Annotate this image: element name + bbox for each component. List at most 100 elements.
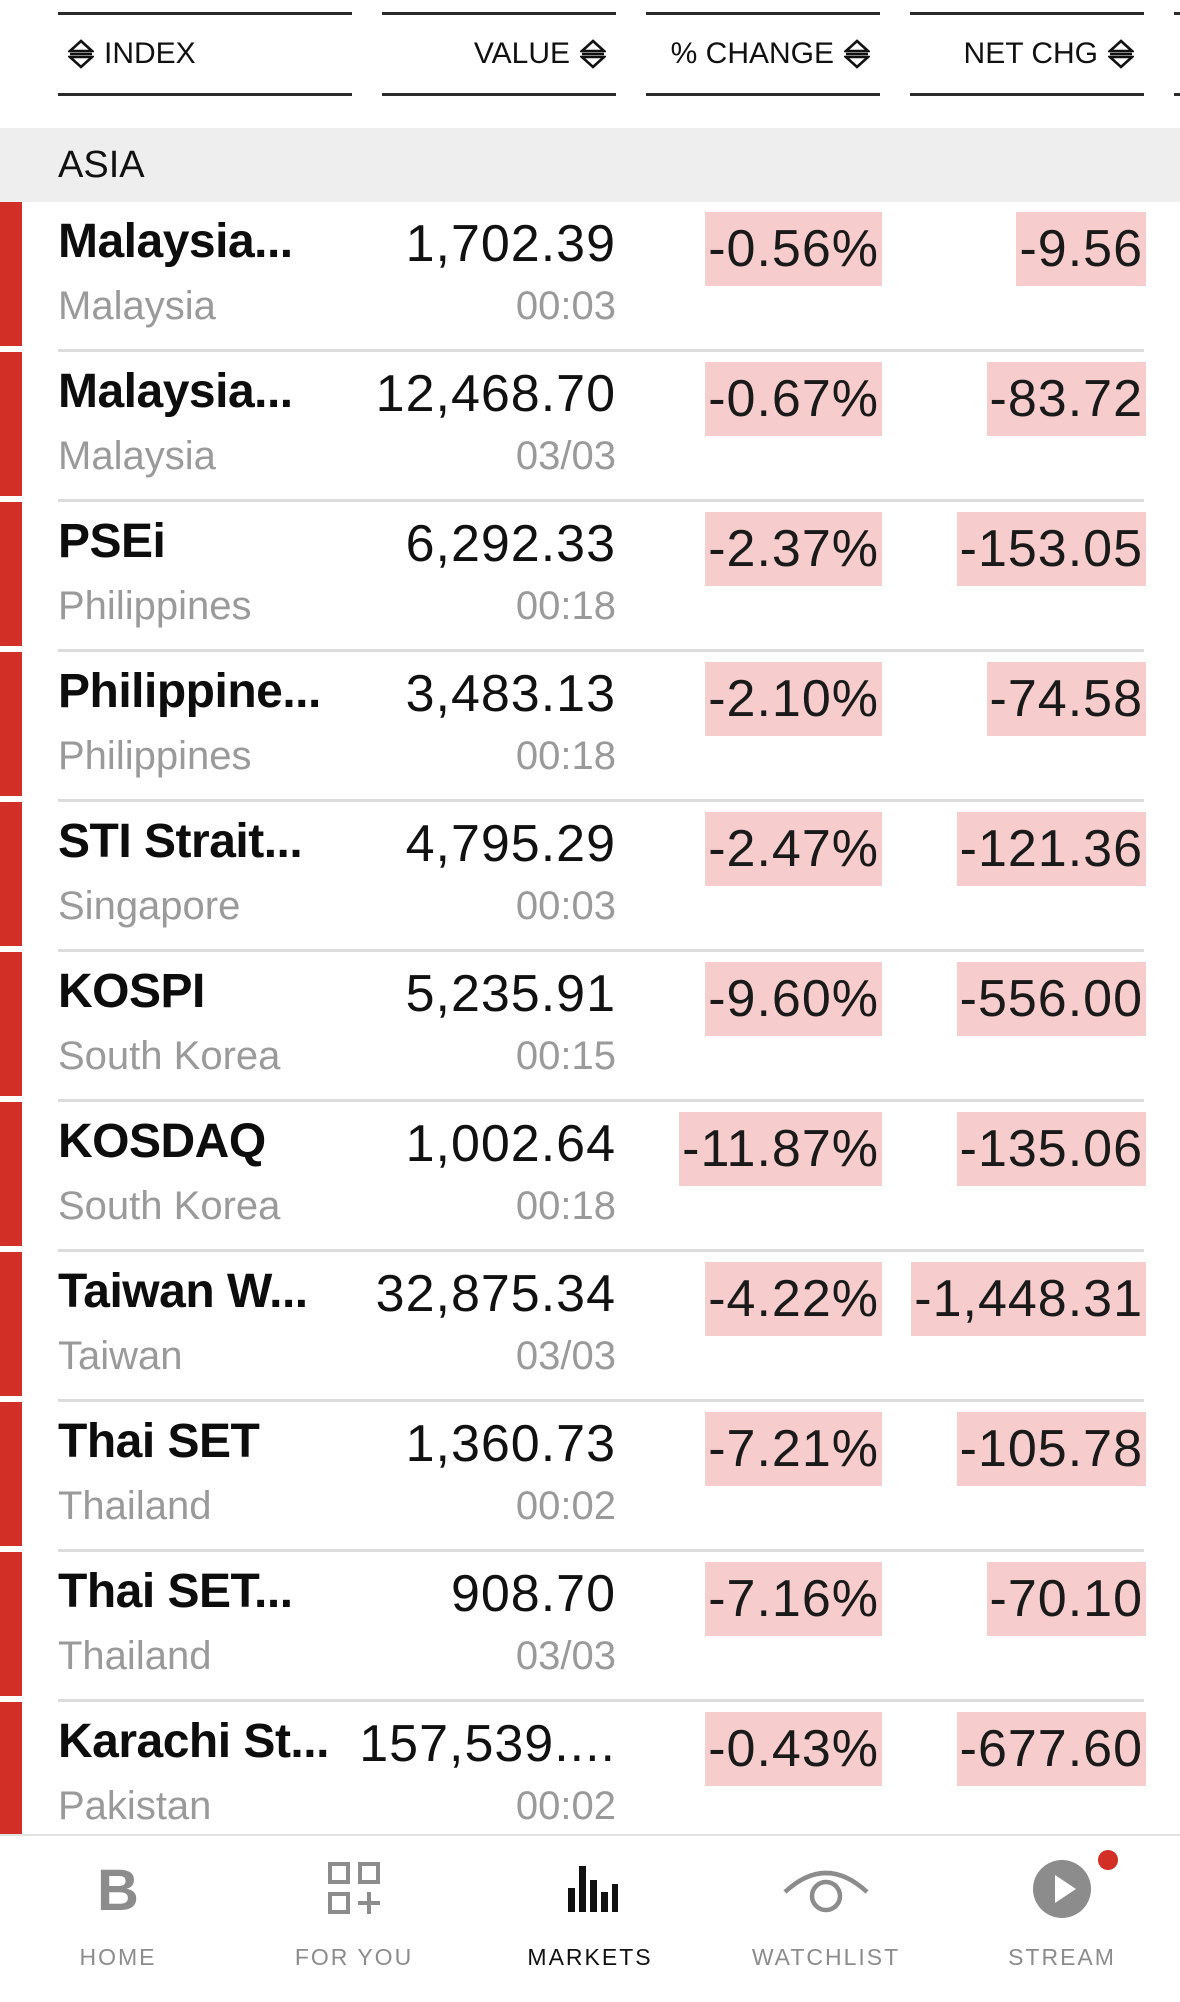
row-divider	[58, 349, 1144, 352]
index-time: 00:03	[515, 884, 616, 928]
pct-change-badge: -0.67%	[705, 362, 882, 436]
index-time: 00:18	[515, 584, 616, 628]
row-divider	[58, 1099, 1144, 1102]
index-value: 32,875.34	[375, 1265, 616, 1323]
row-divider	[58, 499, 1144, 502]
pct-change-badge: -9.60%	[705, 962, 882, 1036]
index-value: 6,292.33	[405, 515, 616, 573]
index-time: 03/03	[515, 1634, 616, 1678]
net-change-badge: -677.60	[956, 1712, 1146, 1786]
tab-home-label: HOME	[79, 1944, 157, 1970]
tab-watchlist-label: WATCHLIST	[751, 1944, 901, 1970]
net-change-badge: -556.00	[956, 962, 1146, 1036]
sort-value-header[interactable]: VALUE	[382, 12, 616, 96]
tab-for-you[interactable]: FOR YOU	[236, 1836, 472, 2002]
tab-markets-label: MARKETS	[527, 1944, 653, 1970]
index-country: Malaysia	[58, 434, 216, 478]
index-country: Thailand	[58, 1484, 212, 1528]
pct-change-badge: -2.10%	[705, 662, 882, 736]
down-indicator-bar	[0, 1252, 22, 1396]
down-indicator-bar	[0, 1402, 22, 1546]
index-header-label: INDEX	[104, 37, 196, 70]
index-country: South Korea	[58, 1034, 281, 1078]
index-value: 5,235.91	[405, 965, 616, 1023]
svg-text:B: B	[97, 1858, 139, 1918]
index-time: 00:02	[515, 1784, 616, 1828]
index-row[interactable]: STI Strait... Singapore 4,795.29 00:03 -…	[0, 802, 1180, 952]
row-divider	[58, 1249, 1144, 1252]
index-row[interactable]: Karachi St... Pakistan 157,539.... 00:02…	[0, 1702, 1180, 1852]
index-time: 00:02	[515, 1484, 616, 1528]
eye-icon	[781, 1858, 871, 1923]
pct-change-badge: -2.47%	[705, 812, 882, 886]
index-row[interactable]: Thai SET... Thailand 908.70 03/03 -7.16%…	[0, 1552, 1180, 1702]
net-change-badge: -135.06	[956, 1112, 1146, 1186]
index-name: Malaysia...	[58, 215, 293, 268]
tab-stream[interactable]: STREAM	[944, 1836, 1180, 2002]
tab-stream-label: STREAM	[1008, 1944, 1116, 1970]
index-name: KOSPI	[58, 965, 205, 1018]
index-value: 4,795.29	[405, 815, 616, 873]
section-header-asia: ASIA	[0, 128, 1180, 202]
index-name: Thai SET...	[58, 1565, 293, 1618]
index-row[interactable]: Malaysia... Malaysia 12,468.70 03/03 -0.…	[0, 352, 1180, 502]
index-row[interactable]: Thai SET Thailand 1,360.73 00:02 -7.21% …	[0, 1402, 1180, 1552]
index-row[interactable]: Philippine... Philippines 3,483.13 00:18…	[0, 652, 1180, 802]
down-indicator-bar	[0, 502, 22, 646]
down-indicator-bar	[0, 352, 22, 496]
sort-net-chg-header[interactable]: NET CHG	[910, 12, 1144, 96]
sort-arrows-icon	[1108, 39, 1134, 69]
notification-dot	[1098, 1850, 1118, 1870]
next-column-header-edge[interactable]	[1174, 12, 1180, 96]
index-country: Taiwan	[58, 1334, 183, 1378]
index-country: Pakistan	[58, 1784, 212, 1828]
index-name: STI Strait...	[58, 815, 303, 868]
section-title: ASIA	[58, 143, 145, 186]
index-value: 1,002.64	[405, 1115, 616, 1173]
tab-for-you-label: FOR YOU	[294, 1944, 414, 1970]
net-change-badge: -70.10	[986, 1562, 1146, 1636]
tab-watchlist[interactable]: WATCHLIST	[708, 1836, 944, 2002]
pct-change-badge: -4.22%	[705, 1262, 882, 1336]
index-time: 00:15	[515, 1034, 616, 1078]
net-change-badge: -74.58	[986, 662, 1146, 736]
net-change-badge: -105.78	[956, 1412, 1146, 1486]
row-divider	[58, 649, 1144, 652]
index-row[interactable]: KOSPI South Korea 5,235.91 00:15 -9.60% …	[0, 952, 1180, 1102]
index-row[interactable]: PSEi Philippines 6,292.33 00:18 -2.37% -…	[0, 502, 1180, 652]
index-row[interactable]: Malaysia... Malaysia 1,702.39 00:03 -0.5…	[0, 202, 1180, 352]
index-time: 03/03	[515, 1334, 616, 1378]
index-value: 908.70	[450, 1565, 616, 1623]
sort-index-header[interactable]: INDEX	[58, 12, 352, 96]
index-time: 00:03	[515, 284, 616, 328]
index-time: 00:18	[515, 1184, 616, 1228]
sort-arrows-icon	[68, 39, 94, 69]
row-divider	[58, 1549, 1144, 1552]
index-row[interactable]: Taiwan W... Taiwan 32,875.34 03/03 -4.22…	[0, 1252, 1180, 1402]
index-country: Philippines	[58, 584, 252, 628]
bar-chart-icon	[560, 1858, 620, 1923]
net-change-badge: -1,448.31	[911, 1262, 1146, 1336]
pct-change-badge: -0.56%	[705, 212, 882, 286]
down-indicator-bar	[0, 1702, 22, 1846]
index-name: PSEi	[58, 515, 166, 568]
sort-pct-change-header[interactable]: % CHANGE	[646, 12, 880, 96]
column-header-row: INDEX VALUE % CHANGE NET CHG	[0, 0, 1180, 128]
index-row[interactable]: KOSDAQ South Korea 1,002.64 00:18 -11.87…	[0, 1102, 1180, 1252]
index-country: South Korea	[58, 1184, 281, 1228]
index-country: Philippines	[58, 734, 252, 778]
index-country: Thailand	[58, 1634, 212, 1678]
down-indicator-bar	[0, 1552, 22, 1696]
down-indicator-bar	[0, 202, 22, 346]
sort-arrows-icon	[580, 39, 606, 69]
index-time: 03/03	[515, 434, 616, 478]
index-value: 12,468.70	[375, 365, 616, 423]
index-time: 00:18	[515, 734, 616, 778]
sort-arrows-icon	[844, 39, 870, 69]
index-name: Taiwan W...	[58, 1265, 308, 1318]
net-change-badge: -153.05	[956, 512, 1146, 586]
down-indicator-bar	[0, 652, 22, 796]
tab-markets[interactable]: MARKETS	[472, 1836, 708, 2002]
tab-home[interactable]: B HOME	[0, 1836, 236, 2002]
index-name: Karachi St...	[58, 1715, 329, 1768]
